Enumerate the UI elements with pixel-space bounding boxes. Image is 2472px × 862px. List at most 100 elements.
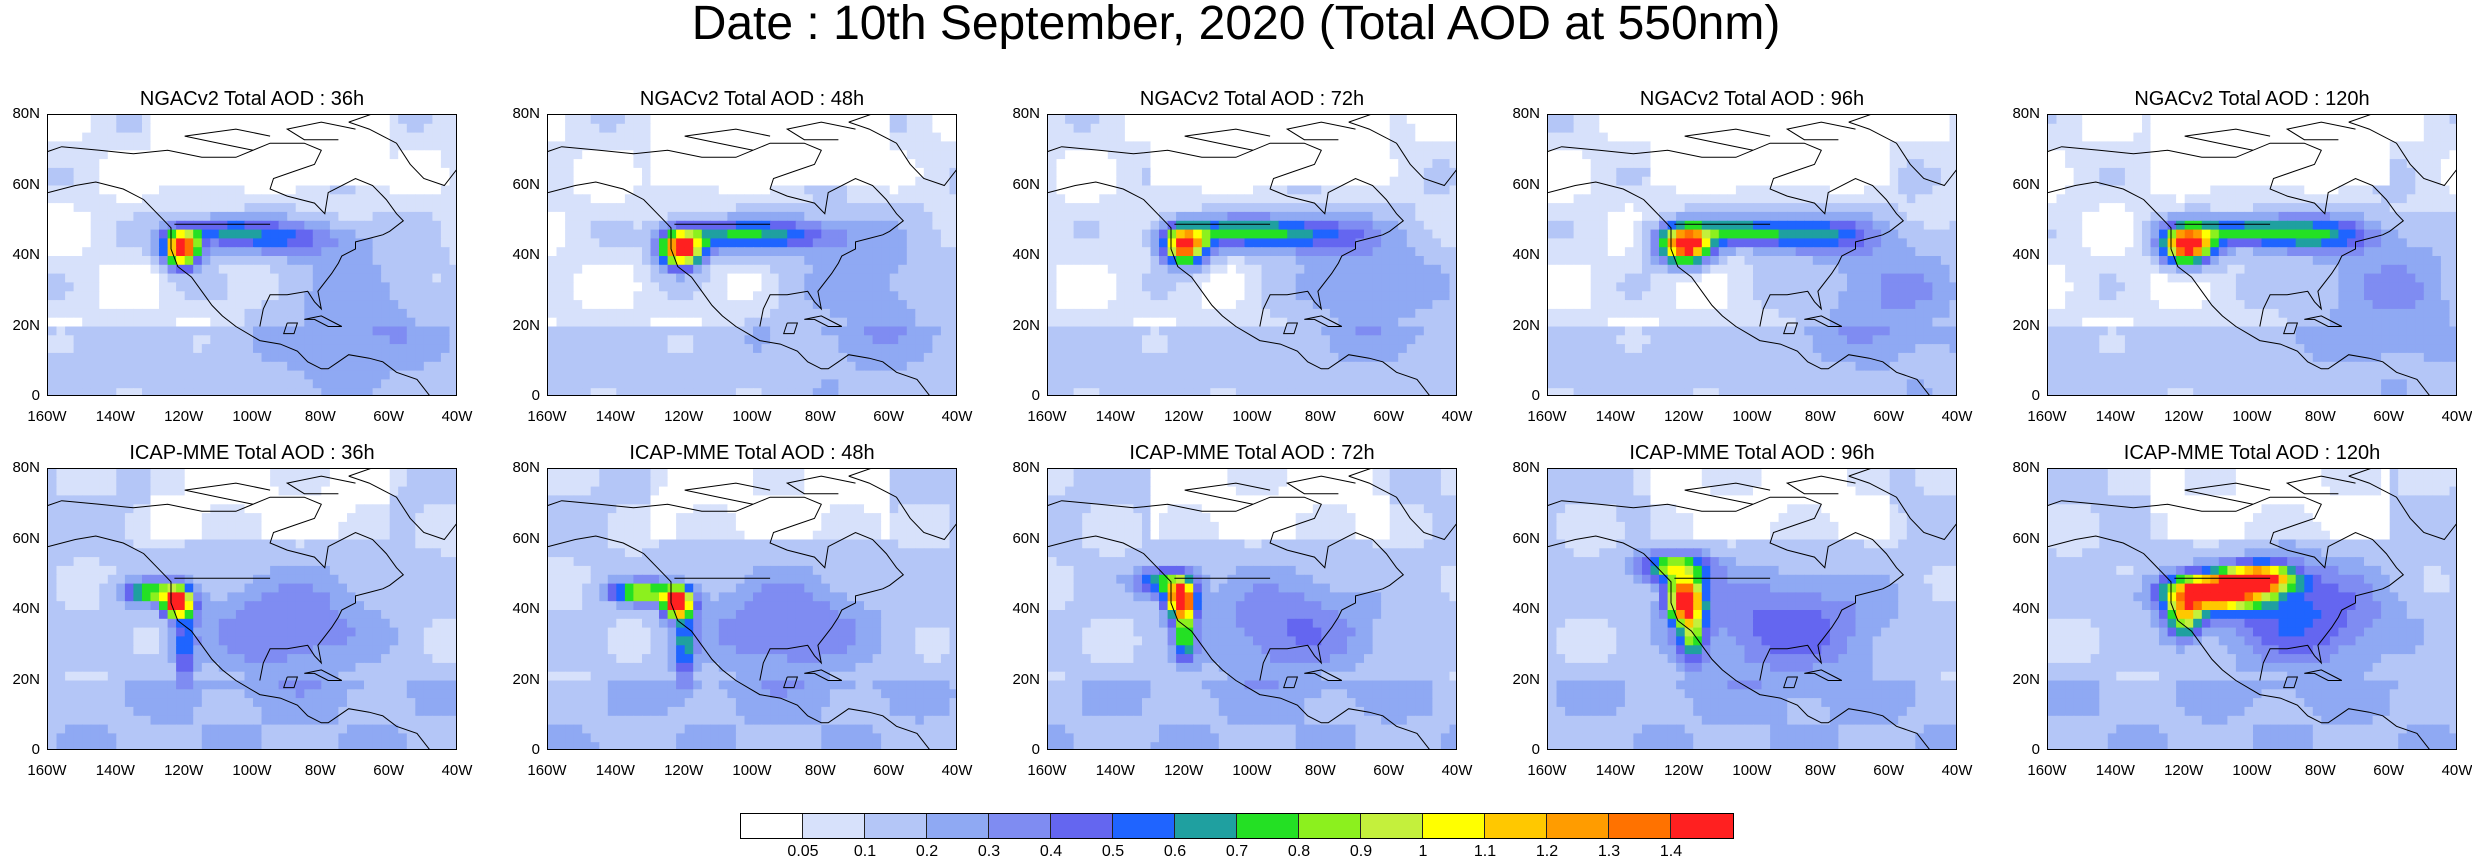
aod-cell — [56, 194, 66, 204]
aod-cell — [1073, 211, 1083, 222]
aod-cell — [804, 238, 814, 248]
aod-cell — [1372, 352, 1382, 363]
aod-cell — [1082, 308, 1092, 319]
aod-cell — [244, 326, 254, 336]
aod-cell — [1210, 291, 1220, 301]
aod-cell — [650, 361, 660, 372]
aod-cell — [1372, 229, 1382, 240]
aod-cell — [693, 150, 703, 160]
aod-cell — [449, 159, 456, 169]
aod-cell — [423, 167, 433, 178]
aod-cell — [795, 203, 805, 213]
aod-cell — [1321, 388, 1331, 395]
aod-cell — [65, 282, 75, 292]
aod-cell — [778, 264, 788, 275]
aod-cell — [599, 185, 609, 195]
aod-cell — [278, 229, 288, 240]
aod-cell — [295, 300, 305, 310]
aod-cell — [821, 150, 831, 160]
aod-cell — [1142, 335, 1152, 345]
aod-cell — [847, 308, 857, 319]
aod-cell — [1329, 194, 1340, 204]
aod-cell — [1278, 379, 1288, 389]
aod-cell — [1372, 388, 1382, 395]
aod-cell — [56, 352, 66, 363]
aod-cell — [829, 308, 840, 319]
aod-cell — [1440, 238, 1451, 248]
aod-cell — [693, 123, 703, 134]
aod-cell — [1406, 256, 1416, 266]
aod-cell — [406, 300, 416, 310]
aod-cell — [1304, 256, 1314, 266]
aod-cell — [1372, 203, 1382, 213]
aod-cell — [1338, 185, 1348, 195]
aod-cell — [142, 282, 152, 292]
aod-cell — [193, 203, 203, 213]
aod-cell — [1650, 159, 1660, 169]
aod-cell — [1770, 141, 1780, 151]
aod-cell — [1423, 388, 1433, 395]
aod-cell — [1312, 123, 1322, 134]
aod-cell — [556, 176, 566, 187]
aod-cell — [398, 300, 408, 310]
aod-cell — [795, 115, 805, 125]
aod-cell — [701, 352, 711, 363]
aod-cell — [1440, 317, 1451, 328]
aod-cell — [1082, 370, 1092, 381]
aod-cell — [159, 150, 169, 160]
aod-cell — [1107, 132, 1117, 143]
aod-cell — [1184, 291, 1194, 301]
aod-cell — [1744, 167, 1754, 178]
aod-cell — [1406, 220, 1416, 231]
aod-cell — [821, 335, 831, 345]
aod-cell — [565, 167, 575, 178]
aod-cell — [1116, 185, 1126, 195]
aod-cell — [235, 282, 246, 292]
aod-cell — [804, 264, 814, 275]
aod-cell — [906, 229, 916, 240]
aod-cell — [1244, 256, 1254, 266]
aod-cell — [99, 361, 109, 372]
aod-cell — [1744, 159, 1754, 169]
aod-cell — [355, 115, 365, 125]
aod-cell — [423, 370, 433, 381]
aod-cell — [432, 211, 442, 222]
aod-cell — [1159, 256, 1169, 266]
aod-cell — [1423, 159, 1433, 169]
aod-cell — [355, 229, 365, 240]
aod-cell — [650, 176, 660, 187]
aod-cell — [142, 361, 152, 372]
aod-cell — [701, 123, 711, 134]
aod-cell — [1244, 211, 1254, 222]
aod-cell — [548, 123, 558, 134]
aod-cell — [1124, 247, 1135, 257]
aod-cell — [795, 344, 805, 354]
aod-cell — [693, 273, 703, 284]
aod-cell — [244, 335, 254, 345]
aod-cell — [881, 361, 891, 372]
aod-cell — [1718, 167, 1728, 178]
aod-cell — [329, 211, 340, 222]
aod-cell — [329, 326, 340, 336]
aod-cell — [693, 344, 703, 354]
aod-cell — [235, 256, 246, 266]
aod-cell — [1415, 194, 1425, 204]
aod-cell — [1415, 344, 1425, 354]
aod-cell — [193, 264, 203, 275]
aod-cell — [1355, 379, 1365, 389]
aod-cell — [864, 220, 874, 231]
aod-cell — [701, 150, 711, 160]
aod-cell — [82, 132, 92, 143]
aod-cell — [1812, 141, 1822, 151]
aod-cell — [847, 379, 857, 389]
aod-cell — [235, 185, 246, 195]
aod-cell — [1347, 203, 1357, 213]
aod-cell — [565, 282, 575, 292]
aod-cell — [1082, 229, 1092, 240]
aod-cell — [565, 132, 575, 143]
aod-cell — [624, 194, 635, 204]
aod-cell — [253, 282, 263, 292]
aod-cell — [548, 264, 558, 275]
aod-cell — [372, 370, 382, 381]
aod-cell — [872, 176, 882, 187]
